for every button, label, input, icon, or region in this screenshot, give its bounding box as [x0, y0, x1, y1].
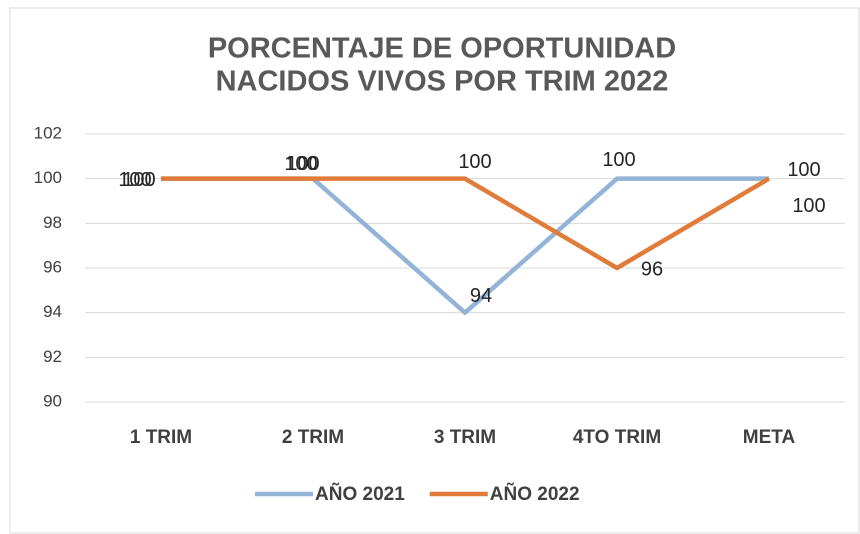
y-tick-label: 92	[43, 347, 62, 366]
y-tick-label: 98	[43, 213, 62, 232]
data-label: 100	[118, 169, 151, 191]
y-tick-label: 100	[34, 168, 62, 187]
legend-label: AÑO 2022	[490, 483, 580, 505]
x-tick-label: META	[743, 427, 796, 448]
data-label: 100	[458, 151, 491, 173]
legend-label: AÑO 2021	[315, 483, 405, 505]
y-tick-label: 90	[43, 391, 62, 410]
chart-border	[9, 7, 860, 534]
data-label: 100	[122, 169, 155, 191]
data-label: 100	[787, 159, 820, 181]
y-tick-label: 94	[43, 302, 62, 321]
data-label: 96	[641, 258, 663, 280]
series-line	[161, 176, 771, 271]
chart-title: PORCENTAJE DE OPORTUNIDAD	[208, 33, 676, 65]
data-label: 100	[284, 153, 317, 175]
x-tick-label: 3 TRIM	[434, 427, 496, 448]
y-tick-label: 102	[34, 123, 62, 142]
data-label: 100	[602, 149, 635, 171]
x-tick-label: 1 TRIM	[130, 427, 192, 448]
data-label: 94	[470, 285, 492, 307]
data-label: 100	[792, 195, 825, 217]
y-tick-label: 96	[43, 257, 62, 276]
x-tick-label: 2 TRIM	[282, 427, 344, 448]
data-label: 100	[286, 153, 319, 175]
x-tick-label: 4TO TRIM	[573, 427, 661, 448]
chart-title: NACIDOS VIVOS POR TRIM 2022	[216, 66, 669, 98]
